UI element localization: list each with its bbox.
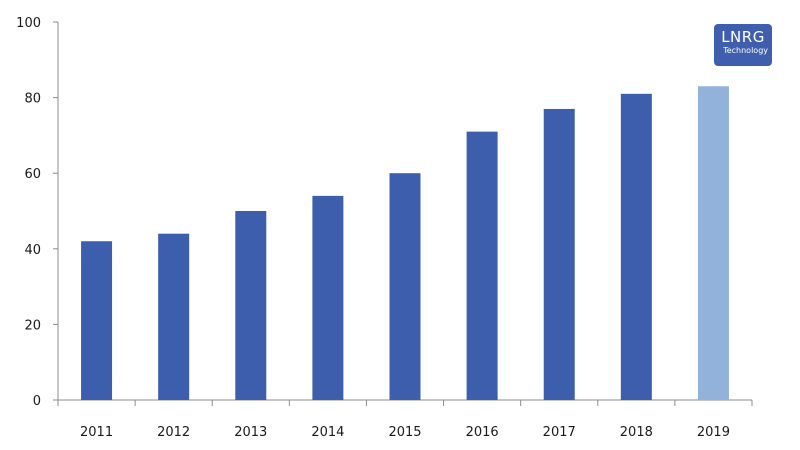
- x-axis: 2011 2012 2013 2014 2015 2016 2017 2018 2019: [57, 399, 753, 440]
- x-tick-label: 2018: [620, 425, 653, 440]
- bar-2014: [312, 195, 344, 400]
- x-tick-label: 2014: [311, 425, 344, 440]
- logo-sub-text: Technology: [723, 46, 768, 55]
- x-tick-label: 2017: [543, 425, 576, 440]
- bar-2012: [158, 233, 190, 400]
- bar-2019: [697, 86, 729, 400]
- bar-2018: [620, 93, 652, 400]
- bar-2011: [81, 241, 113, 400]
- bar-2016: [466, 131, 498, 400]
- x-tick-label: 2013: [234, 425, 267, 440]
- bar-2015: [389, 173, 421, 400]
- y-tick-label: 20: [24, 318, 41, 333]
- x-tick-label: 2012: [157, 425, 190, 440]
- x-tick-label: 2019: [697, 425, 730, 440]
- y-tick-label: 100: [16, 16, 41, 31]
- y-tick-label: 40: [24, 243, 41, 258]
- y-tick-label: 0: [33, 394, 41, 409]
- y-tick-label: 80: [24, 92, 41, 107]
- bar-2013: [235, 211, 267, 400]
- y-tick-label: 60: [24, 167, 41, 182]
- logo-main-text: LNRG: [721, 28, 765, 46]
- x-tick-label: 2016: [466, 425, 499, 440]
- x-tick-label: 2011: [80, 425, 113, 440]
- company-logo: LNRG Technology: [714, 24, 772, 66]
- y-axis: 0 20 40 60 80 100: [16, 16, 59, 409]
- bar-series: [81, 86, 729, 400]
- x-tick-label: 2015: [388, 425, 421, 440]
- bar-2017: [543, 108, 575, 400]
